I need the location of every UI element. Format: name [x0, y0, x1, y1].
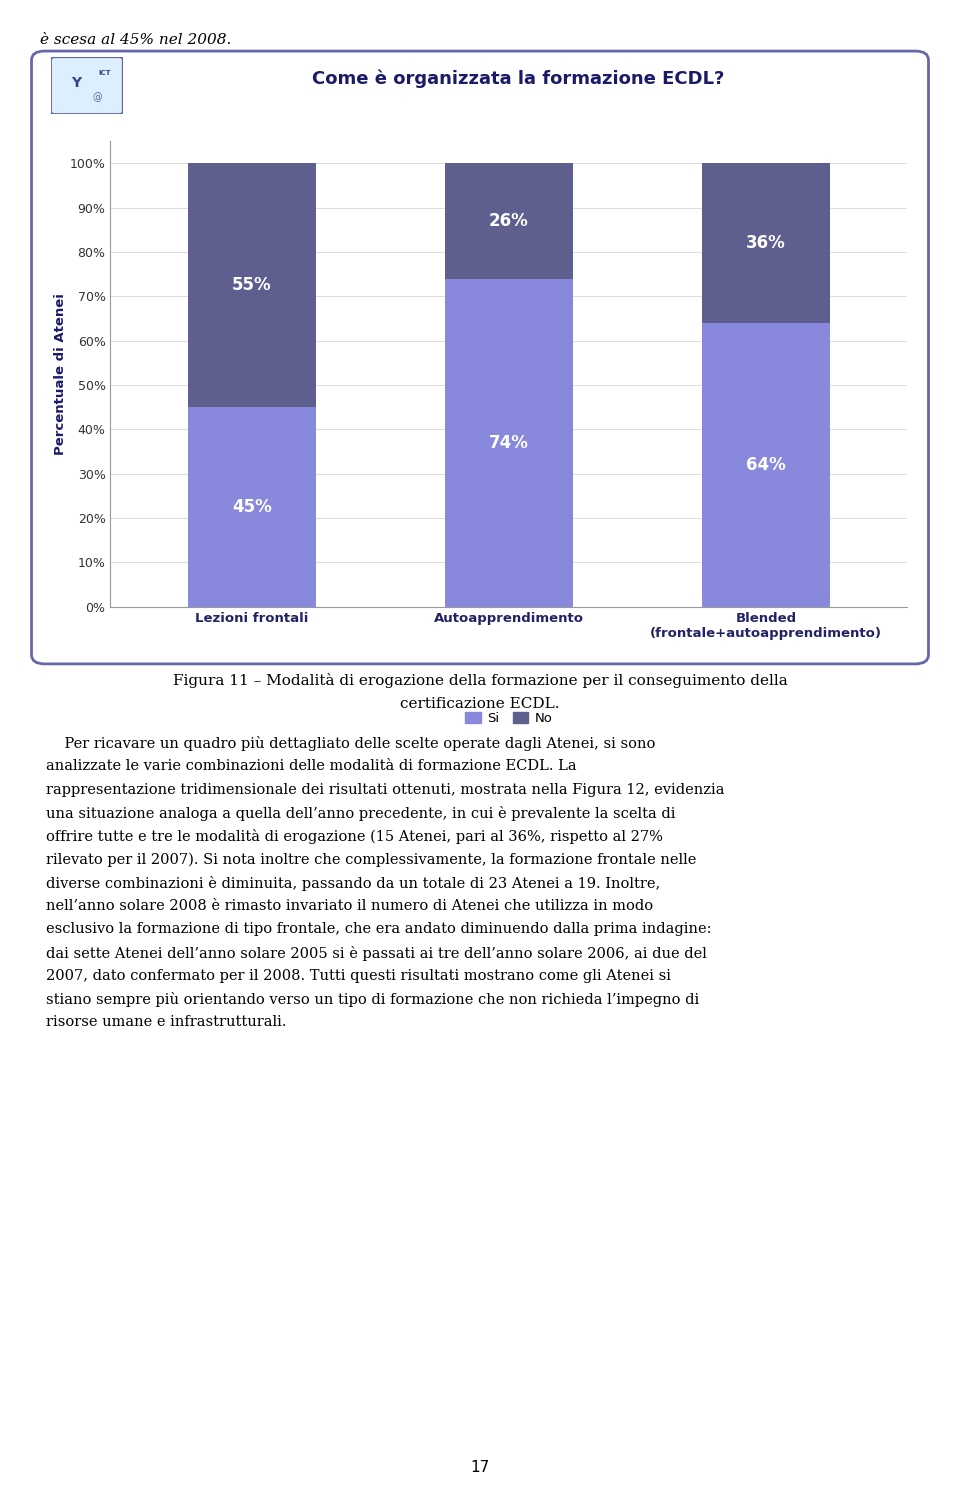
Text: Come è organizzata la formazione ECDL?: Come è organizzata la formazione ECDL?: [312, 69, 725, 87]
Text: una situazione analoga a quella dell’anno precedente, in cui è prevalente la sce: una situazione analoga a quella dell’ann…: [46, 805, 676, 820]
Y-axis label: Percentuale di Atenei: Percentuale di Atenei: [54, 293, 67, 455]
Text: Per ricavare un quadro più dettagliato delle scelte operate dagli Atenei, si son: Per ricavare un quadro più dettagliato d…: [46, 736, 656, 751]
Text: rilevato per il 2007). Si nota inoltre che complessivamente, la formazione front: rilevato per il 2007). Si nota inoltre c…: [46, 852, 696, 867]
Text: risorse umane e infrastrutturali.: risorse umane e infrastrutturali.: [46, 1015, 287, 1029]
Text: 64%: 64%: [746, 457, 785, 475]
Legend: Si, No: Si, No: [460, 707, 558, 730]
Text: 45%: 45%: [232, 499, 272, 517]
Bar: [187, 407, 316, 607]
Text: ICT: ICT: [99, 71, 111, 77]
Text: esclusivo la formazione di tipo frontale, che era andato diminuendo dalla prima : esclusivo la formazione di tipo frontale…: [46, 922, 711, 936]
Text: 17: 17: [470, 1460, 490, 1475]
Text: 74%: 74%: [489, 434, 529, 452]
Bar: [702, 164, 830, 323]
Bar: [444, 279, 573, 607]
FancyBboxPatch shape: [32, 51, 928, 664]
Text: Figura 11 – Modalità di erogazione della formazione per il conseguimento della: Figura 11 – Modalità di erogazione della…: [173, 673, 787, 688]
Text: stiano sempre più orientando verso un tipo di formazione che non richieda l’impe: stiano sempre più orientando verso un ti…: [46, 991, 699, 1006]
Bar: [444, 164, 573, 279]
Text: 55%: 55%: [232, 276, 272, 294]
Text: 2007, dato confermato per il 2008. Tutti questi risultati mostrano come gli Aten: 2007, dato confermato per il 2008. Tutti…: [46, 969, 671, 982]
Text: 36%: 36%: [746, 234, 785, 252]
Text: certificazione ECDL.: certificazione ECDL.: [400, 697, 560, 710]
FancyBboxPatch shape: [51, 57, 123, 114]
Text: 26%: 26%: [489, 212, 529, 230]
Text: dai sette Atenei dell’anno solare 2005 si è passati ai tre dell’anno solare 2006: dai sette Atenei dell’anno solare 2005 s…: [46, 946, 707, 960]
Text: è scesa al 45% nel 2008.: è scesa al 45% nel 2008.: [40, 33, 231, 47]
Bar: [702, 323, 830, 607]
Text: analizzate le varie combinazioni delle modalità di formazione ECDL. La: analizzate le varie combinazioni delle m…: [46, 759, 577, 774]
Text: nell’anno solare 2008 è rimasto invariato il numero di Atenei che utilizza in mo: nell’anno solare 2008 è rimasto invariat…: [46, 898, 653, 913]
Text: Y: Y: [71, 75, 82, 90]
Bar: [187, 164, 316, 407]
Text: offrire tutte e tre le modalità di erogazione (15 Atenei, pari al 36%, rispetto : offrire tutte e tre le modalità di eroga…: [46, 829, 663, 844]
Text: diverse combinazioni è diminuita, passando da un totale di 23 Atenei a 19. Inolt: diverse combinazioni è diminuita, passan…: [46, 876, 660, 891]
Text: @: @: [93, 92, 103, 102]
Text: rappresentazione tridimensionale dei risultati ottenuti, mostrata nella Figura 1: rappresentazione tridimensionale dei ris…: [46, 783, 725, 796]
